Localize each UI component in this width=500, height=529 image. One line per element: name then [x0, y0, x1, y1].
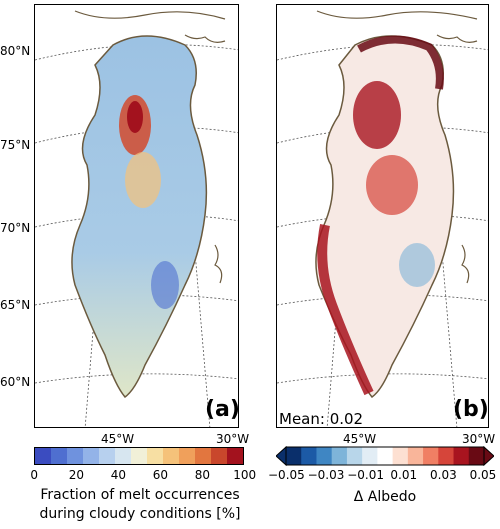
colorbar-a-tick: 0	[30, 468, 39, 482]
lat-label-80: 80°N	[0, 44, 31, 58]
colorbar-b	[276, 446, 494, 466]
colorbar-a-swatch	[115, 448, 131, 464]
colorbar-a	[34, 447, 244, 465]
map-panel-a: (a)	[34, 4, 239, 428]
colorbar-b-tick: −0.01	[347, 468, 384, 482]
colorbar-a-swatch	[99, 448, 115, 464]
colorbar-b-tick: 0.05	[469, 468, 497, 482]
colorbar-b-label: Δ Albedo	[353, 489, 417, 505]
lon-label-45-b: 45°W	[343, 432, 377, 446]
colorbar-a-swatch	[195, 448, 211, 464]
colorbar-a-swatch	[147, 448, 163, 464]
panel-a-letter: (a)	[205, 397, 239, 422]
lat-label-65: 65°N	[0, 298, 31, 312]
lon-label-30-a: 30°W	[216, 432, 250, 446]
colorbar-b-swatch	[301, 447, 317, 465]
colorbar-b-swatch	[468, 447, 485, 465]
map-b-canvas	[277, 10, 488, 427]
colorbar-a-swatch	[51, 448, 67, 464]
colorbar-a-swatch	[83, 448, 99, 464]
colorbar-b-swatch	[438, 447, 455, 465]
colorbar-b-tick: −0.03	[307, 468, 345, 482]
map-panel-b: Mean: 0.02 (b)	[276, 4, 489, 428]
colorbar-b-swatch	[407, 447, 424, 465]
colorbar-a-tick: 80	[194, 468, 211, 482]
mean-label: Mean: 0.02	[279, 410, 364, 428]
lat-label-60: 60°N	[0, 375, 31, 389]
colorbar-b-swatch	[377, 447, 394, 465]
lat-label-70: 70°N	[0, 221, 31, 235]
colorbar-a-tick: 40	[110, 468, 127, 482]
lat-label-75: 75°N	[0, 138, 31, 152]
colorbar-b-swatch	[331, 447, 348, 465]
lon-label-30-b: 30°W	[462, 432, 496, 446]
lon-label-45-a: 45°W	[101, 432, 135, 446]
colorbar-a-swatch	[35, 448, 51, 464]
greenland-melt-fraction-map	[71, 35, 208, 399]
colorbar-b-swatch	[346, 447, 363, 465]
colorbar-a-tick: 60	[152, 468, 169, 482]
panel-b-letter: (b)	[453, 397, 489, 422]
colorbar-a-swatch	[163, 448, 179, 464]
colorbar-b-tick: 0.03	[430, 468, 457, 482]
colorbar-a-label-line2: during cloudy conditions [%]	[39, 506, 241, 522]
colorbar-a-swatch	[179, 448, 195, 464]
surrounding-coastline	[74, 10, 226, 284]
colorbar-a-swatch	[211, 448, 227, 464]
colorbar-a-swatch	[131, 448, 147, 464]
surrounding-coastline-b	[316, 10, 478, 284]
colorbar-a-swatch	[67, 448, 83, 464]
colorbar-a-swatch	[227, 448, 243, 464]
colorbar-a-tick: 20	[68, 468, 85, 482]
colorbar-b-swatch	[286, 447, 302, 465]
colorbar-b-swatch	[362, 447, 378, 465]
colorbar-b-max-arrow	[483, 446, 494, 466]
colorbar-b-swatch	[392, 447, 409, 465]
colorbar-a-tick: 100	[233, 468, 257, 482]
colorbar-b-tick: −0.05	[268, 468, 305, 482]
colorbar-b-tick: 0.01	[390, 468, 418, 482]
colorbar-b-min-arrow	[276, 446, 287, 466]
colorbar-b-swatch	[316, 447, 333, 465]
colorbar-b-swatch	[423, 447, 439, 465]
colorbar-b-swatch	[453, 447, 470, 465]
colorbar-a-label-line1: Fraction of melt occurrences	[40, 487, 240, 503]
map-a-canvas	[35, 10, 238, 427]
